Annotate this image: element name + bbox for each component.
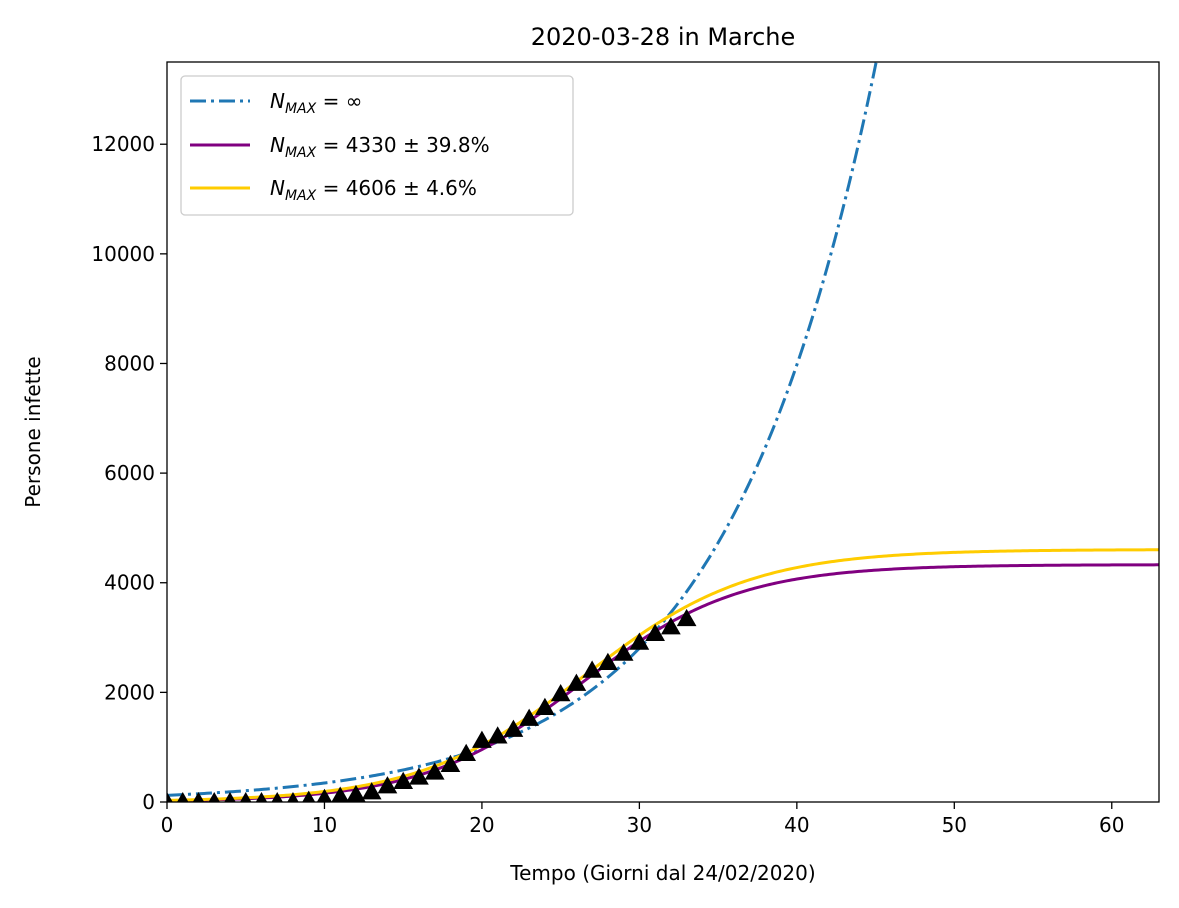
- data-point: [331, 786, 350, 802]
- legend-entry-4606: NMAX = 4606 ± 4.6%: [190, 176, 477, 204]
- plot-frame: [166, 61, 1160, 803]
- data-point: [302, 790, 316, 802]
- data-point: [287, 791, 299, 802]
- data-point: [472, 730, 492, 748]
- legend: NMAX = ∞ NMAX = 4330 ± 39.8% NMAX = 4606…: [180, 75, 574, 216]
- data-point: [613, 643, 634, 661]
- data-point: [440, 754, 461, 772]
- x-tick-label: 0: [161, 813, 174, 837]
- data-point: [316, 788, 333, 802]
- data-point: [393, 771, 414, 789]
- data-point: [487, 726, 508, 744]
- data-point: [361, 782, 382, 800]
- legend-entry-infinite: NMAX = ∞: [190, 89, 362, 117]
- data-point: [424, 762, 445, 780]
- x-axis-label: Tempo (Giorni dal 24/02/2020): [509, 861, 815, 885]
- legend-entry-4330: NMAX = 4330 ± 39.8%: [190, 133, 490, 161]
- data-point: [456, 743, 477, 762]
- legend-label: NMAX = ∞: [270, 89, 362, 117]
- data-point: [519, 708, 540, 726]
- data-point: [167, 791, 173, 802]
- x-tick-label: 60: [1099, 813, 1124, 837]
- data-point: [645, 623, 665, 641]
- data-point: [240, 791, 252, 802]
- data-point: [598, 652, 618, 671]
- legend-label: NMAX = 4606 ± 4.6%: [270, 176, 477, 204]
- data-point: [224, 791, 236, 802]
- plot-markers: [167, 608, 697, 802]
- y-tick-label: 6000: [104, 461, 155, 485]
- chart-title: 2020-03-28 in Marche: [531, 23, 796, 51]
- x-tick-label: 40: [784, 813, 809, 837]
- y-tick-label: 8000: [104, 351, 155, 375]
- y-tick-label: 10000: [91, 242, 155, 266]
- legend-label: NMAX = 4330 ± 39.8%: [270, 133, 490, 161]
- series-line-1: [167, 563, 1159, 802]
- data-point: [409, 767, 429, 785]
- x-tick-label: 20: [469, 813, 494, 837]
- data-point: [629, 632, 650, 650]
- data-point: [566, 673, 587, 691]
- y-axis: 0 2000 4000 6000 8000 10000 12000: [91, 132, 167, 814]
- series-line-2: [167, 548, 1159, 802]
- data-point: [503, 719, 524, 737]
- x-tick-label: 30: [627, 813, 652, 837]
- data-point: [661, 617, 681, 635]
- y-tick-label: 2000: [104, 680, 155, 704]
- data-point: [582, 660, 603, 678]
- data-point: [177, 791, 189, 802]
- y-tick-label: 4000: [104, 571, 155, 595]
- x-tick-label: 50: [942, 813, 967, 837]
- y-tick-label: 0: [142, 790, 155, 814]
- data-point: [192, 791, 205, 802]
- data-point: [208, 791, 220, 802]
- y-tick-label: 12000: [91, 132, 155, 156]
- data-point: [255, 791, 268, 802]
- x-axis: 0 10 20 30 40 50 60: [161, 802, 1124, 837]
- data-point: [271, 791, 283, 802]
- data-point: [676, 608, 697, 627]
- y-axis-label: Persone infette: [21, 356, 45, 507]
- x-tick-label: 10: [312, 813, 337, 837]
- data-point: [377, 776, 398, 794]
- legend-box: [180, 75, 574, 216]
- data-point: [550, 684, 571, 702]
- data-point: [535, 697, 555, 715]
